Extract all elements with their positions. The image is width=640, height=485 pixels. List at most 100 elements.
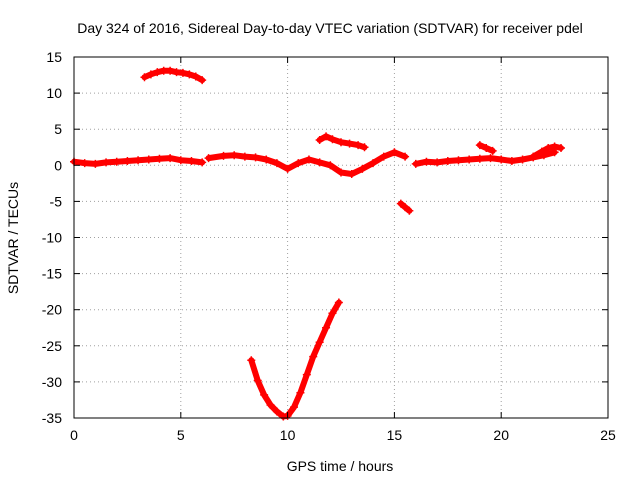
data-point (405, 206, 414, 215)
data-point (550, 142, 559, 151)
data-point (91, 159, 100, 168)
data-point (272, 159, 281, 168)
data-point (187, 156, 196, 165)
data-point (102, 158, 111, 167)
data-point (345, 139, 354, 148)
data-point (178, 68, 187, 77)
data-point (198, 158, 207, 167)
series-v-curve (247, 298, 343, 421)
data-point (360, 143, 369, 152)
data-point (176, 156, 185, 165)
data-point (315, 136, 324, 145)
data-point (166, 154, 175, 163)
y-tick-label: 0 (54, 157, 62, 173)
data-point (326, 161, 335, 170)
data-point (390, 148, 399, 157)
data-point (247, 356, 256, 365)
data-point (369, 159, 378, 168)
x-tick-label: 25 (600, 427, 616, 443)
data-point (544, 143, 553, 152)
x-tick-label: 0 (70, 427, 78, 443)
data-point (482, 143, 491, 152)
data-point (144, 155, 153, 164)
data-point (80, 159, 89, 168)
data-point (379, 152, 388, 161)
data-point (294, 159, 303, 168)
data-point (191, 72, 200, 81)
data-point (140, 73, 149, 82)
series-rise-22h (529, 142, 566, 161)
data-point (315, 338, 324, 347)
series-bump-12h (315, 132, 369, 152)
data-point (296, 388, 305, 397)
y-tick-label: 10 (46, 85, 62, 101)
series-upper-arc (140, 66, 207, 85)
x-axis-label: GPS time / hours (287, 458, 394, 474)
y-tick-label: -15 (42, 266, 62, 282)
data-point (537, 147, 546, 156)
data-point (219, 151, 228, 160)
data-point (112, 157, 121, 166)
gridlines (74, 57, 608, 418)
data-point (354, 141, 363, 150)
data-point (497, 155, 506, 164)
data-point (322, 132, 331, 141)
data-point (302, 370, 311, 379)
y-tick-label: -10 (42, 230, 62, 246)
data-point (507, 156, 516, 165)
y-tick-label: -20 (42, 302, 62, 318)
data-point (240, 152, 249, 161)
y-tick-label: -5 (50, 193, 63, 209)
data-point (411, 159, 420, 168)
y-tick-label: 5 (54, 121, 62, 137)
data-point (401, 152, 410, 161)
data-point (328, 309, 337, 318)
data-point (358, 164, 367, 173)
y-axis-label: SDTVAR / TECUs (5, 182, 21, 294)
axis-ticks: 0 5 10 15 20 25 15 10 5 0 -5 -10 -15 -20 -25 -30 -35 (42, 49, 616, 443)
data-point (518, 155, 527, 164)
data-point (153, 68, 162, 77)
data-point (146, 70, 155, 79)
data-point (465, 155, 474, 164)
data-point (290, 403, 299, 412)
series-dip-15.7h (396, 199, 414, 215)
data-point (260, 390, 269, 399)
data-point (475, 154, 484, 163)
data-point (283, 164, 292, 173)
data-point (475, 141, 484, 150)
x-tick-label: 5 (177, 427, 185, 443)
data-point (422, 157, 431, 166)
data-point (443, 156, 452, 165)
data-point (230, 151, 239, 160)
data-point (529, 152, 538, 161)
data-point (253, 376, 262, 385)
data-point (309, 352, 318, 361)
y-tick-label: -25 (42, 338, 62, 354)
data-point (401, 203, 410, 212)
data-point (134, 156, 143, 165)
data-point (166, 66, 175, 75)
data-point (272, 407, 281, 416)
data-point (204, 154, 213, 163)
data-point (557, 143, 566, 152)
data-point (155, 154, 164, 163)
data-point (315, 158, 324, 167)
y-tick-label: -35 (42, 410, 62, 426)
data-point (266, 401, 275, 410)
data-point (337, 168, 345, 177)
data-point (123, 156, 132, 165)
data-point (328, 135, 337, 144)
data-points (70, 66, 566, 421)
data-point (334, 298, 343, 307)
data-point (396, 199, 405, 208)
x-tick-label: 15 (387, 427, 403, 443)
data-point (486, 154, 495, 163)
data-point (433, 158, 442, 167)
y-tick-label: 15 (46, 49, 62, 65)
data-point (488, 146, 497, 155)
x-tick-label: 20 (493, 427, 509, 443)
y-tick-label: -30 (42, 374, 62, 390)
